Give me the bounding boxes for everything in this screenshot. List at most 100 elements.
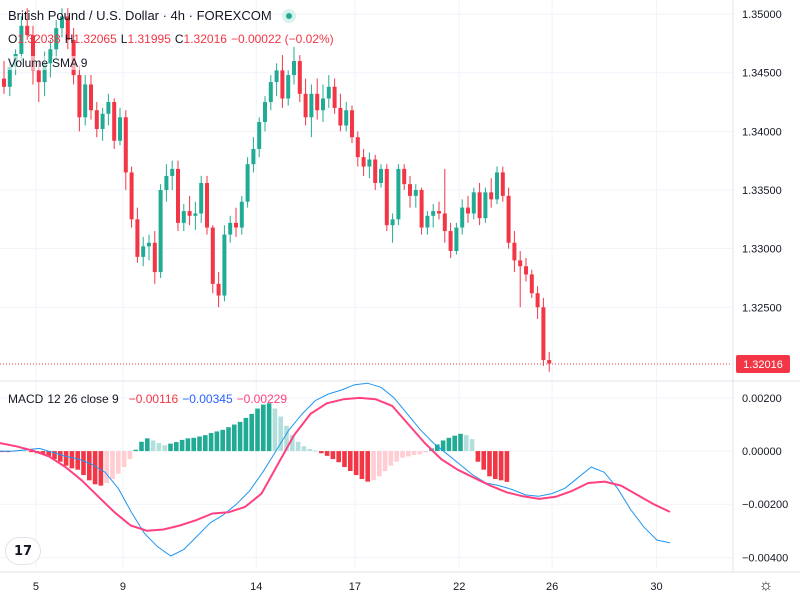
candle [321, 84, 325, 122]
macd-histogram-bar [481, 451, 486, 470]
macd-hist-value: −0.00116 [128, 392, 179, 406]
macd-legend[interactable]: MACD 12 26 close 9 −0.00116 −0.00345 −0.… [8, 392, 291, 406]
candle-body [268, 82, 273, 103]
candle-body [77, 75, 82, 118]
candle [477, 182, 482, 226]
macd-histogram-bar [63, 451, 69, 466]
candle [31, 25, 35, 85]
candle [338, 93, 343, 132]
candle-body [89, 84, 93, 111]
candle [344, 102, 349, 132]
candle [193, 201, 198, 230]
candle-body [176, 168, 180, 223]
symbol-title[interactable]: British Pound / U.S. Dollar · 4h · FOREX… [8, 8, 272, 23]
candle-body [332, 86, 337, 108]
last-price-label: 1.32016 [743, 359, 783, 371]
sma-label: SMA 9 [52, 56, 88, 70]
candle-body [164, 175, 169, 190]
macd-histogram-bar [87, 451, 92, 481]
candle [350, 105, 354, 144]
candle [355, 131, 360, 167]
candle [210, 225, 215, 294]
candle-body [425, 215, 430, 228]
price-tick-label: 1.33500 [742, 185, 782, 197]
candle-body [315, 93, 320, 111]
candle [448, 222, 453, 259]
candle-body [419, 190, 424, 228]
tradingview-logo-icon[interactable]: 17 [6, 538, 40, 564]
macd-histogram-bar [330, 451, 336, 460]
candle-body [112, 102, 117, 141]
macd-histogram-bar [353, 451, 359, 475]
candle-body [239, 201, 244, 228]
candle [541, 297, 546, 366]
candle [297, 55, 302, 103]
price-tick-label: 1.34000 [742, 126, 782, 138]
candle [19, 16, 24, 61]
candle [524, 258, 528, 282]
candle [483, 187, 488, 223]
candle [471, 187, 476, 220]
candle [367, 152, 372, 179]
candle [123, 110, 128, 190]
candle-body [216, 283, 221, 296]
volume-legend[interactable]: Volume SMA 9 [8, 56, 91, 70]
candle [106, 93, 111, 126]
candle [274, 63, 279, 97]
macd-histogram-bar [156, 443, 162, 452]
time-tick-label: 9 [120, 581, 126, 593]
candle [164, 164, 169, 202]
macd-histogram-bar [237, 421, 243, 452]
open-label: O [8, 32, 18, 46]
macd-histogram-bar [127, 451, 133, 460]
candle-body [42, 63, 47, 83]
candle [309, 84, 314, 138]
time-tick-label: 17 [349, 581, 361, 593]
candle-body [506, 195, 511, 243]
macd-histogram-bar [121, 451, 127, 468]
candle-body [350, 110, 354, 138]
candle [280, 55, 285, 108]
candle [112, 98, 117, 149]
candle-body [234, 222, 238, 228]
candle-body [402, 168, 407, 185]
candle [460, 199, 465, 235]
macd-histogram-bar [249, 413, 254, 452]
macd-histogram-bar [307, 448, 312, 452]
macd-line [0, 382, 671, 557]
candle-body [118, 117, 122, 141]
ohlc-legend: O 1.32038 H 1.32065 L 1.31995 C 1.32016 … [8, 32, 338, 46]
macd-histogram-bar [243, 417, 249, 452]
macd-histogram-bar [5, 451, 11, 453]
time-tick-label: 14 [250, 581, 262, 593]
candle-body [65, 16, 70, 40]
macd-histogram-bar [435, 444, 440, 452]
candle [129, 166, 134, 228]
macd-histogram-bar [197, 436, 202, 452]
macd-histogram-bar [423, 451, 428, 453]
macd-histogram-bar [220, 429, 225, 452]
macd-histogram-bar [208, 433, 214, 452]
candle-body [454, 227, 459, 251]
macd-histogram-bar [475, 451, 481, 462]
macd-histogram-bar [185, 438, 191, 452]
candle-body [135, 219, 140, 257]
macd-histogram-bar [92, 451, 98, 485]
macd-histogram-bar [371, 451, 376, 481]
macd-histogram-bar [203, 435, 208, 452]
candle-body [257, 121, 262, 149]
macd-histogram-bar [46, 451, 51, 457]
macd-histogram-bar [319, 451, 324, 454]
gear-icon[interactable]: ☼ [758, 577, 774, 594]
candle-body [326, 86, 331, 99]
candle-body [547, 360, 552, 364]
candle-body [535, 293, 540, 308]
time-tick-label: 26 [546, 581, 558, 593]
candle-body [460, 207, 465, 228]
candle-body [471, 192, 476, 214]
macd-histogram-bar [133, 449, 138, 452]
symbol-legend: British Pound / U.S. Dollar · 4h · FOREX… [8, 8, 300, 23]
candle [181, 204, 186, 232]
